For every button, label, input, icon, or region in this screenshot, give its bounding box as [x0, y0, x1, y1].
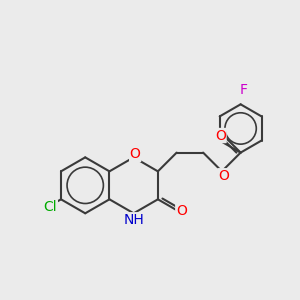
- Text: O: O: [176, 204, 187, 218]
- Text: Cl: Cl: [44, 200, 57, 214]
- Text: O: O: [215, 128, 226, 142]
- Text: NH: NH: [123, 213, 144, 227]
- Text: F: F: [240, 83, 248, 97]
- Text: O: O: [218, 169, 229, 183]
- Text: O: O: [130, 147, 141, 161]
